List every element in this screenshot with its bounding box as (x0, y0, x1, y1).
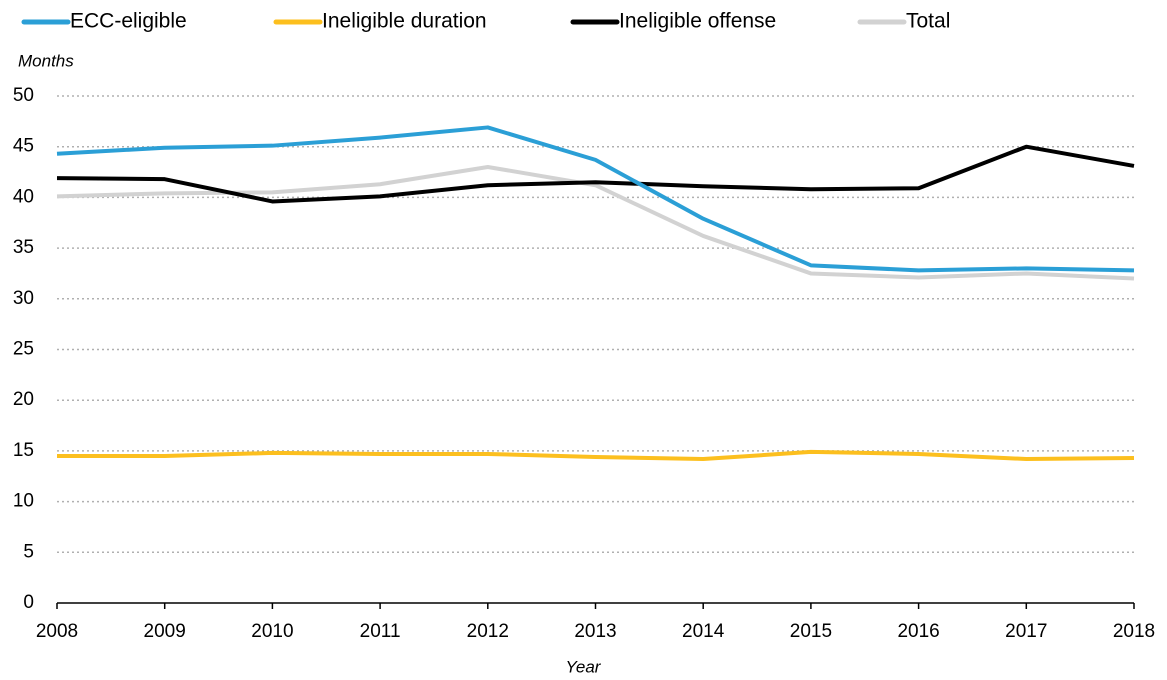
legend-label: Total (906, 10, 950, 33)
x-tick-label: 2016 (897, 621, 939, 642)
x-axis-title: Year (566, 657, 602, 676)
y-tick-label: 20 (13, 389, 34, 410)
x-tick-label: 2014 (682, 621, 725, 642)
x-tick-label: 2018 (1113, 621, 1155, 642)
y-axis-title: Months (18, 51, 74, 70)
x-tick-label: 2017 (1005, 621, 1047, 642)
x-tick-label: 2010 (251, 621, 293, 642)
x-tick-label: 2009 (144, 621, 186, 642)
x-tick-label: 2015 (790, 621, 832, 642)
y-tick-label: 25 (13, 339, 34, 360)
y-tick-label: 45 (13, 136, 34, 157)
x-tick-label: 2012 (467, 621, 509, 642)
y-tick-label: 35 (13, 237, 34, 258)
x-tick-label: 2011 (360, 621, 401, 642)
y-tick-label: 15 (13, 440, 34, 461)
series-line (56, 144, 1135, 204)
x-tick-label: 2013 (574, 621, 616, 642)
legend-label: Ineligible duration (322, 10, 487, 33)
y-tick-label: 10 (13, 491, 34, 512)
series-line (56, 125, 1135, 273)
y-tick-label: 30 (13, 288, 34, 309)
legend-label: Ineligible offense (619, 10, 776, 33)
legend-label: ECC-eligible (70, 10, 187, 33)
y-tick-label: 50 (13, 85, 34, 106)
y-tick-label: 0 (23, 592, 34, 613)
series-line (57, 449, 1135, 462)
y-tick-label: 40 (13, 186, 34, 207)
x-tick-label: 2008 (36, 621, 78, 642)
y-tick-label: 5 (23, 541, 34, 562)
